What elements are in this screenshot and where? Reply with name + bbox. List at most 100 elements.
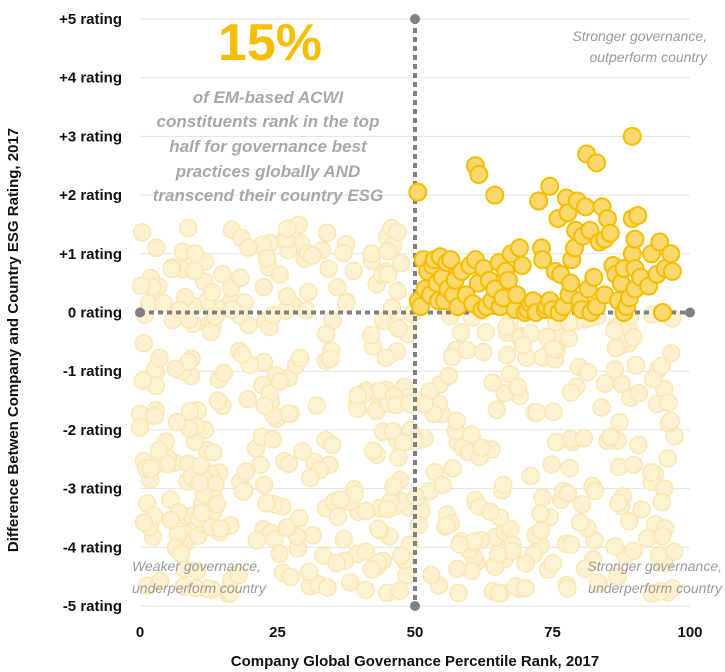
highlighted-point (576, 197, 595, 217)
faded-point (263, 305, 283, 325)
y-tick-label: +5 rating (59, 11, 122, 28)
faded-point (476, 322, 496, 342)
faded-point (592, 398, 611, 417)
highlighted-point (441, 250, 461, 270)
faded-point (214, 363, 234, 383)
faded-point (623, 328, 643, 347)
y-tick-label: -5 rating (63, 598, 122, 615)
faded-point (609, 493, 628, 512)
highlighted-point (529, 191, 549, 211)
faded-point (192, 503, 212, 523)
faded-point (544, 402, 563, 422)
faded-point (572, 495, 592, 514)
faded-point (300, 468, 320, 488)
highlighted-point (661, 244, 681, 264)
faded-point (575, 559, 595, 579)
faded-point (521, 466, 540, 486)
faded-point (513, 335, 533, 355)
faded-point (270, 544, 289, 563)
faded-point (348, 386, 367, 405)
faded-point (649, 546, 669, 565)
callout-line-1: of EM-based ACWI (193, 88, 345, 107)
faded-point (546, 433, 566, 452)
faded-point (363, 441, 383, 460)
faded-point (154, 293, 173, 313)
faded-point (356, 501, 376, 521)
faded-point (254, 475, 274, 495)
faded-point (561, 535, 581, 554)
faded-point (141, 459, 160, 478)
faded-point (178, 218, 198, 238)
faded-point (462, 425, 481, 444)
faded-point (202, 283, 222, 302)
faded-point (206, 307, 225, 326)
faded-point (658, 449, 677, 468)
faded-point (643, 369, 663, 389)
x-tick-label: 100 (677, 624, 702, 641)
highlighted-point (587, 153, 606, 173)
faded-point (378, 264, 398, 284)
highlighted-point (408, 182, 428, 202)
divider-endpoint (410, 601, 420, 611)
faded-point (391, 254, 411, 273)
faded-point (652, 527, 672, 546)
faded-point (588, 573, 608, 592)
faded-point (187, 561, 207, 581)
faded-point (231, 268, 250, 288)
faded-point (238, 389, 258, 409)
faded-point (232, 345, 252, 364)
faded-point (585, 481, 605, 501)
highlighted-point (584, 267, 604, 287)
faded-point (447, 411, 466, 431)
faded-point (191, 456, 210, 475)
faded-point (257, 249, 277, 268)
faded-point (236, 462, 255, 481)
faded-point (437, 516, 456, 536)
faded-points (130, 215, 684, 604)
faded-point (542, 455, 561, 474)
highlighted-point (622, 126, 642, 146)
faded-point (448, 559, 467, 579)
faded-point (497, 345, 517, 365)
x-tick-label: 25 (269, 624, 286, 641)
faded-point (297, 301, 316, 320)
y-tick-label: +1 rating (59, 246, 122, 263)
faded-point (290, 509, 309, 528)
faded-point (134, 334, 154, 353)
faded-point (322, 435, 342, 455)
faded-point (167, 412, 187, 432)
divider-endpoint (410, 14, 420, 24)
faded-point (239, 238, 258, 257)
faded-point (180, 402, 200, 421)
x-axis-title: Company Global Governance Percentile Ran… (231, 653, 599, 670)
quadrant-label-bottom-right-1: Stronger governance, (587, 558, 722, 574)
divider-endpoint (135, 307, 145, 318)
faded-point (254, 277, 274, 297)
y-tick-label: +2 rating (59, 187, 122, 204)
faded-point (409, 515, 429, 535)
faded-point (560, 458, 579, 478)
quadrant-label-bottom-right-2: underperform country (588, 580, 723, 596)
faded-point (369, 519, 388, 539)
faded-point (561, 383, 581, 402)
faded-point (320, 349, 340, 369)
faded-point (233, 482, 253, 501)
faded-point (278, 219, 297, 238)
faded-point (229, 565, 248, 585)
faded-point (151, 571, 170, 591)
faded-point (356, 580, 375, 600)
faded-point (161, 510, 181, 530)
faded-point (595, 374, 615, 393)
faded-point (149, 441, 169, 460)
quadrant-label-top-right-2: outperform country (590, 49, 708, 65)
faded-point (133, 371, 152, 390)
faded-point (397, 565, 416, 585)
faded-point (450, 535, 470, 554)
faded-point (389, 448, 408, 467)
highlighted-point (653, 303, 672, 322)
highlighted-point (499, 270, 518, 290)
highlighted-point (561, 273, 581, 293)
faded-point (255, 396, 274, 416)
faded-point (303, 246, 322, 265)
faded-point (270, 265, 289, 284)
